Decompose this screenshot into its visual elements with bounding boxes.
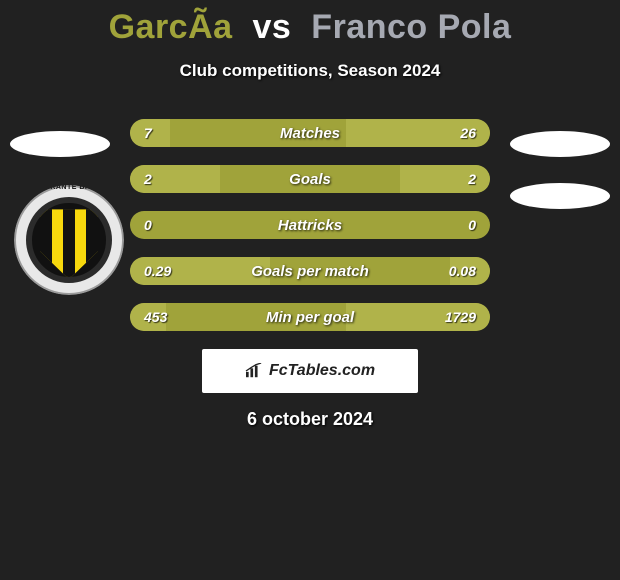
stat-label: Goals	[130, 171, 490, 188]
crest-stripe	[52, 209, 64, 279]
left-team-crest: MIRANTE BRO	[14, 185, 124, 295]
crest-stripe	[63, 209, 75, 279]
stat-value-right: 0.08	[449, 263, 476, 279]
player1-name: GarcÃ­a	[109, 8, 233, 46]
right-team-logo-2	[510, 183, 610, 209]
crest-inner	[26, 197, 113, 284]
crest-stripe	[86, 209, 98, 279]
right-team-logo-1	[510, 131, 610, 157]
brand-text: FcTables.com	[269, 362, 375, 380]
crest-ring: MIRANTE BRO	[14, 185, 124, 295]
crest-shield	[40, 209, 98, 279]
crest-arc-text: MIRANTE BRO	[16, 185, 122, 191]
stat-bar-gpm: 0.29 Goals per match 0.08	[130, 257, 490, 285]
stat-value-right: 26	[460, 125, 476, 141]
stat-bar-hattricks: 0 Hattricks 0	[130, 211, 490, 239]
stat-value-right: 1729	[445, 309, 476, 325]
stat-bar-matches: 7 Matches 26	[130, 119, 490, 147]
stat-value-right: 0	[468, 217, 476, 233]
subtitle: Club competitions, Season 2024	[0, 61, 620, 81]
player2-name: Franco Pola	[311, 8, 511, 46]
stat-bar-mpg: 453 Min per goal 1729	[130, 303, 490, 331]
root: GarcÃ­a vs Franco Pola Club competitions…	[0, 0, 620, 430]
crest-stripe	[75, 209, 87, 279]
stat-bar-goals: 2 Goals 2	[130, 165, 490, 193]
stat-bars: 7 Matches 26 2 Goals 2 0 Hattricks 0	[130, 119, 490, 331]
stat-label: Matches	[130, 125, 490, 142]
stat-value-right: 2	[468, 171, 476, 187]
stat-label: Goals per match	[130, 263, 490, 280]
left-team-logo-1	[10, 131, 110, 157]
crest-stripe	[40, 209, 52, 279]
stat-label: Hattricks	[130, 217, 490, 234]
stat-label: Min per goal	[130, 309, 490, 326]
page-title: GarcÃ­a vs Franco Pola	[0, 8, 620, 47]
brand-link[interactable]: FcTables.com	[202, 349, 418, 393]
comparison-body: MIRANTE BRO 7 Matc	[0, 119, 620, 430]
date-text: 6 october 2024	[0, 409, 620, 430]
vs-text: vs	[253, 8, 292, 46]
chart-icon	[245, 363, 263, 379]
